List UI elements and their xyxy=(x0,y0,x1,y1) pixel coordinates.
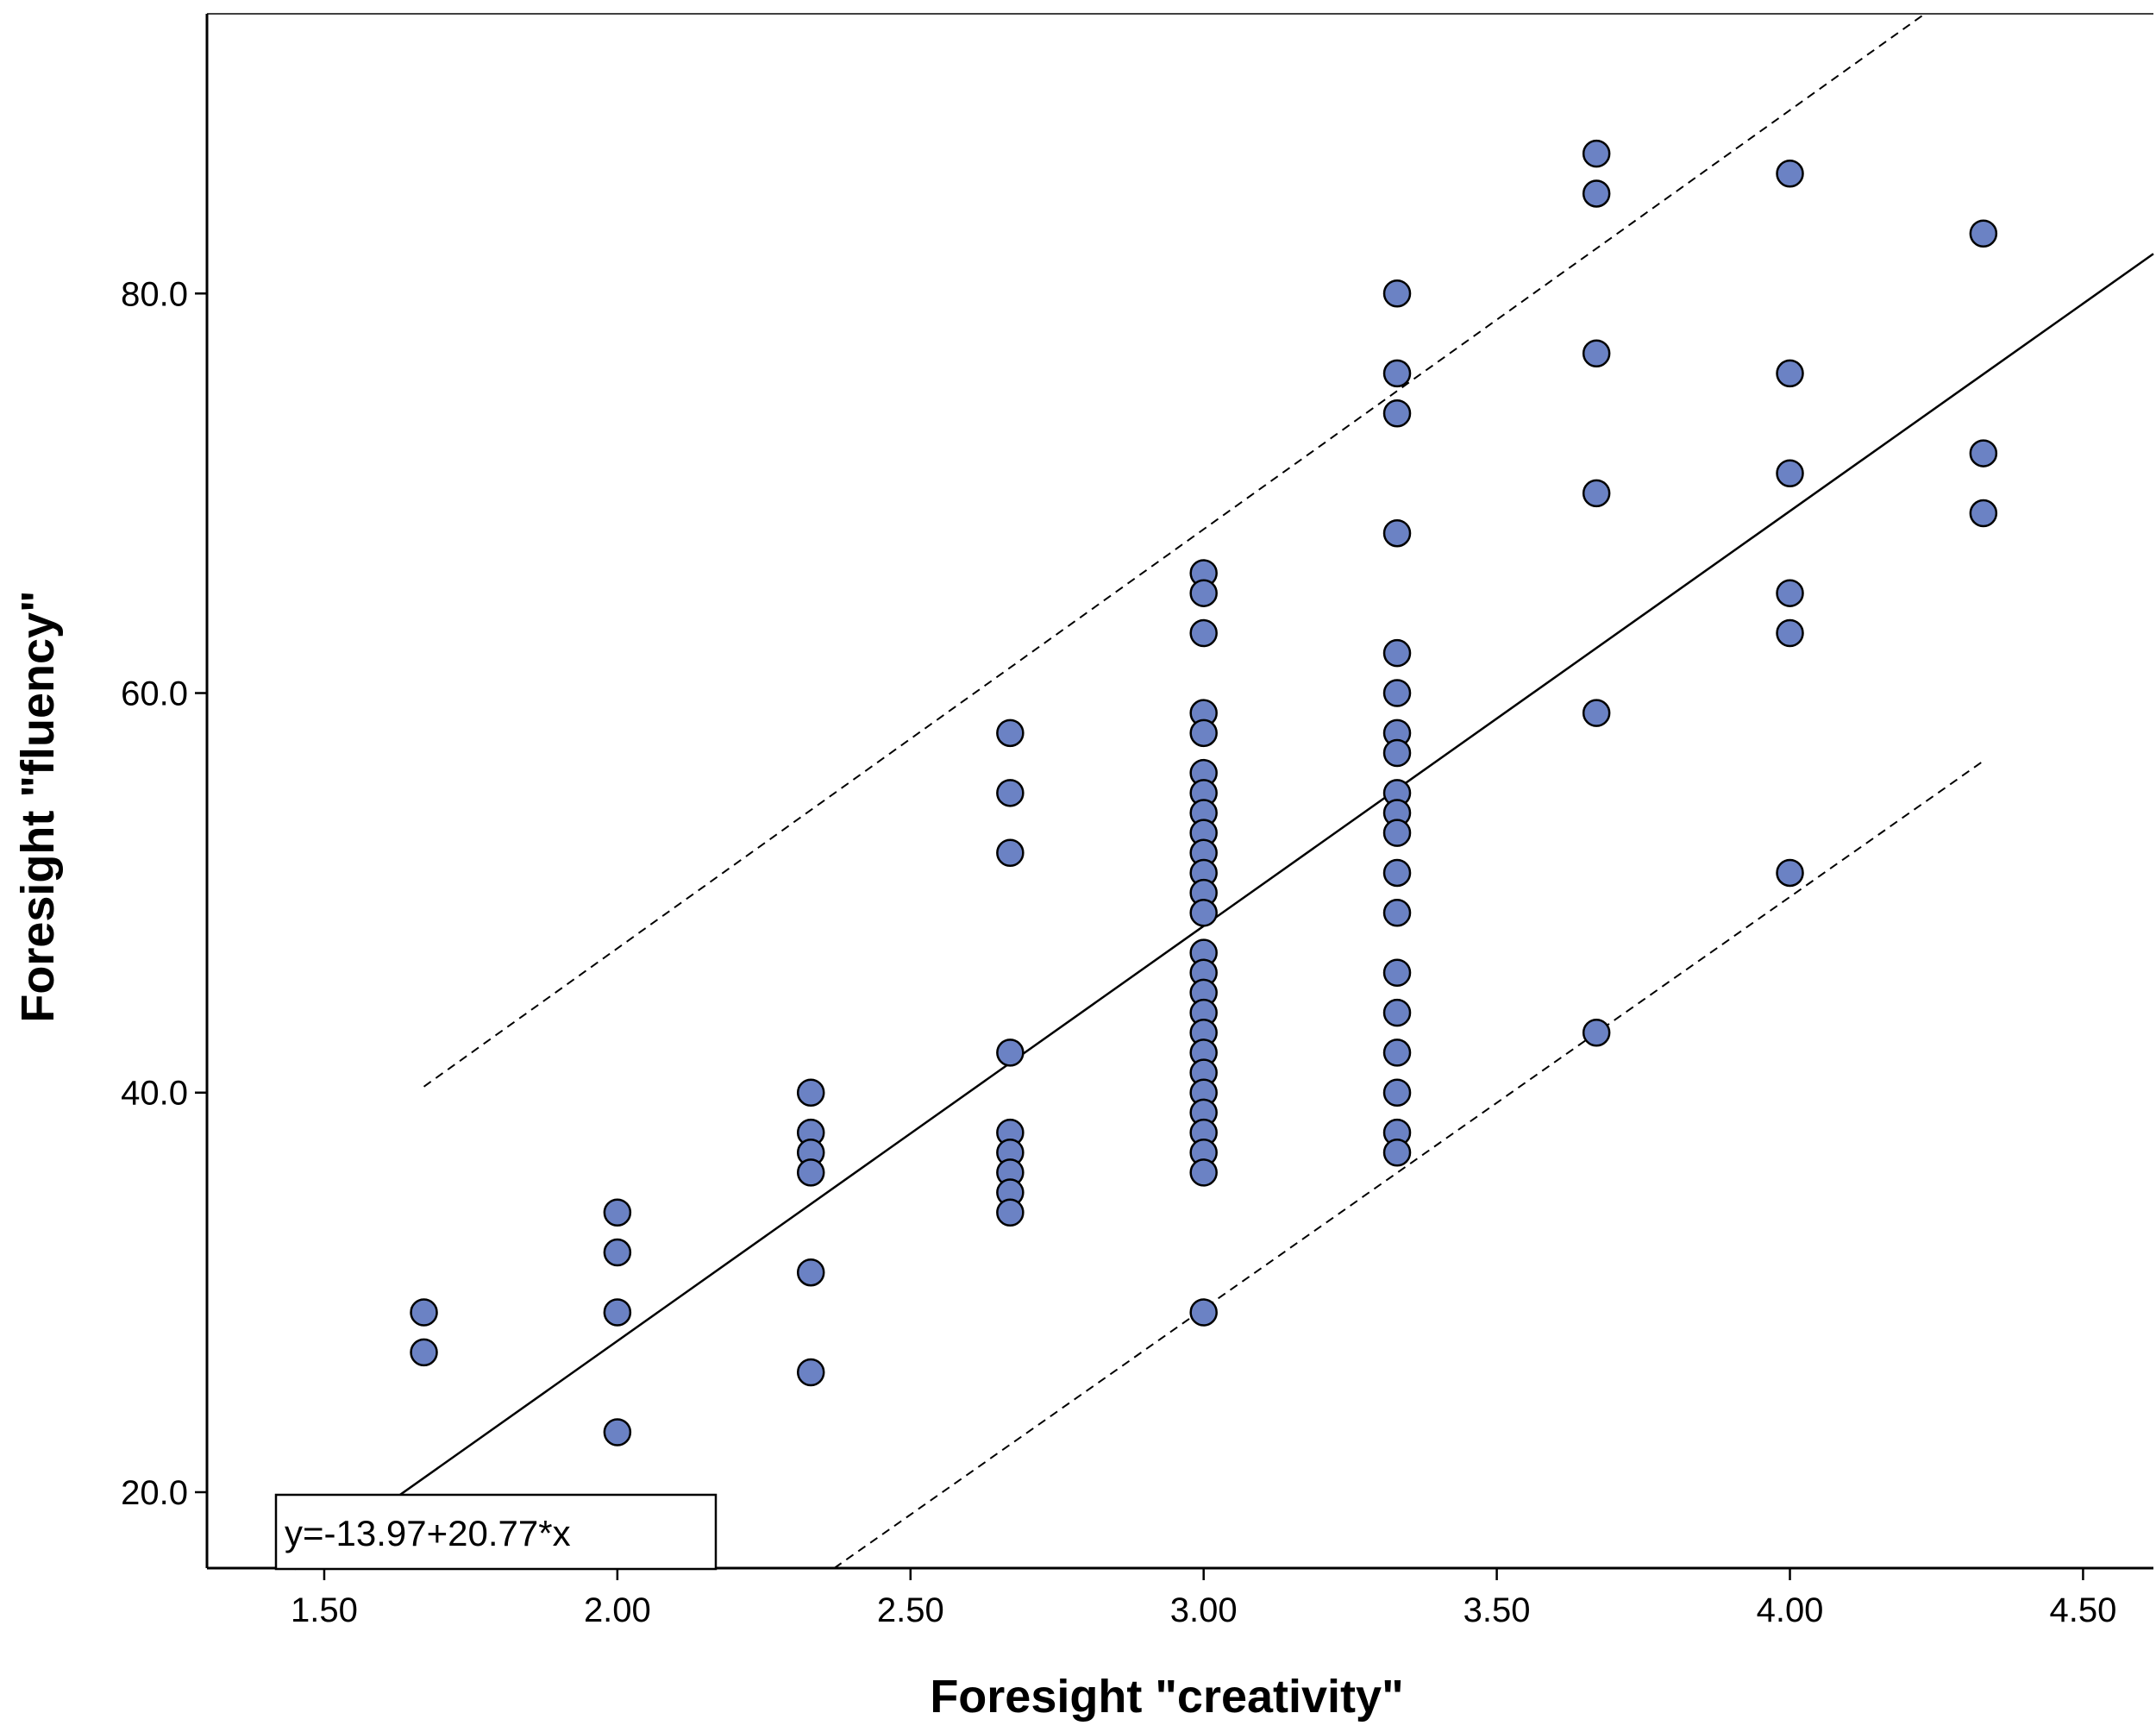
data-point xyxy=(1382,858,1412,888)
x-axis-title: Foresight "creativity" xyxy=(930,1671,1403,1723)
data-point xyxy=(1189,719,1218,748)
data-point xyxy=(796,1158,825,1187)
data-point xyxy=(1582,1019,1611,1047)
data-point xyxy=(1382,638,1412,668)
data-point xyxy=(1382,1138,1412,1167)
data-point xyxy=(1189,1298,1218,1327)
data-point xyxy=(1189,899,1218,927)
data-point xyxy=(410,1298,438,1327)
data-point xyxy=(1969,219,1998,248)
data-point xyxy=(1382,1039,1412,1067)
x-tick-label: 4.00 xyxy=(1757,1591,1824,1629)
x-axis-ticks: 1.50 2.00 2.50 3.00 3.50 4.00 4.50 xyxy=(291,1568,2116,1629)
data-point xyxy=(1776,858,1804,888)
y-axis-title: Foresight "fluency" xyxy=(12,590,64,1022)
data-point xyxy=(1189,1158,1218,1187)
data-point xyxy=(1382,958,1412,988)
regression-line-group xyxy=(294,253,2154,1571)
data-point xyxy=(1382,279,1412,308)
data-point xyxy=(1969,499,1998,528)
equation-box: y=-13.97+20.77*x xyxy=(274,1493,718,1571)
y-tick-label: 80.0 xyxy=(121,275,188,313)
data-points xyxy=(410,139,1998,1446)
equation-box-frame xyxy=(274,1493,718,1571)
data-point xyxy=(603,1238,632,1267)
x-tick-label: 3.00 xyxy=(1170,1591,1238,1629)
data-point xyxy=(1382,518,1412,548)
data-point xyxy=(1969,439,1998,468)
data-point xyxy=(603,1418,632,1446)
y-axis-ticks: 20.0 40.0 60.0 80.0 xyxy=(121,275,207,1512)
y-tick-label: 20.0 xyxy=(121,1474,188,1512)
data-point xyxy=(1776,359,1804,388)
equation-label: y=-13.97+20.77*x xyxy=(285,1513,571,1553)
data-point xyxy=(1582,139,1611,168)
data-point xyxy=(996,719,1025,748)
regression-line xyxy=(294,253,2154,1571)
data-point xyxy=(1382,819,1412,847)
data-point xyxy=(796,1078,825,1107)
data-point xyxy=(1382,398,1412,428)
y-tick-label: 60.0 xyxy=(121,675,188,713)
data-point xyxy=(1382,899,1412,927)
y-tick-label: 40.0 xyxy=(121,1075,188,1113)
data-point xyxy=(1382,679,1412,707)
data-point xyxy=(996,1198,1025,1227)
data-point xyxy=(1776,160,1804,188)
x-tick-label: 1.50 xyxy=(291,1591,358,1629)
data-point xyxy=(1189,618,1218,648)
data-point xyxy=(796,1358,825,1387)
data-point xyxy=(996,838,1025,868)
data-point xyxy=(1776,618,1804,648)
data-point xyxy=(1582,339,1611,368)
data-point xyxy=(1189,579,1218,607)
data-point xyxy=(1582,699,1611,727)
data-point xyxy=(996,779,1025,807)
data-point xyxy=(603,1298,632,1327)
x-tick-label: 2.50 xyxy=(877,1591,944,1629)
x-tick-label: 4.50 xyxy=(2049,1591,2116,1629)
data-point xyxy=(796,1258,825,1287)
data-point xyxy=(1582,479,1611,508)
data-point xyxy=(1776,579,1804,607)
data-point xyxy=(1382,1078,1412,1107)
x-tick-label: 3.50 xyxy=(1463,1591,1531,1629)
data-point xyxy=(1582,179,1611,208)
data-point xyxy=(410,1338,438,1367)
data-point xyxy=(1382,359,1412,388)
data-point xyxy=(1776,459,1804,487)
data-point xyxy=(1382,998,1412,1027)
data-point xyxy=(996,1039,1025,1067)
data-point xyxy=(1382,738,1412,768)
x-tick-label: 2.00 xyxy=(584,1591,651,1629)
data-point xyxy=(603,1198,632,1227)
